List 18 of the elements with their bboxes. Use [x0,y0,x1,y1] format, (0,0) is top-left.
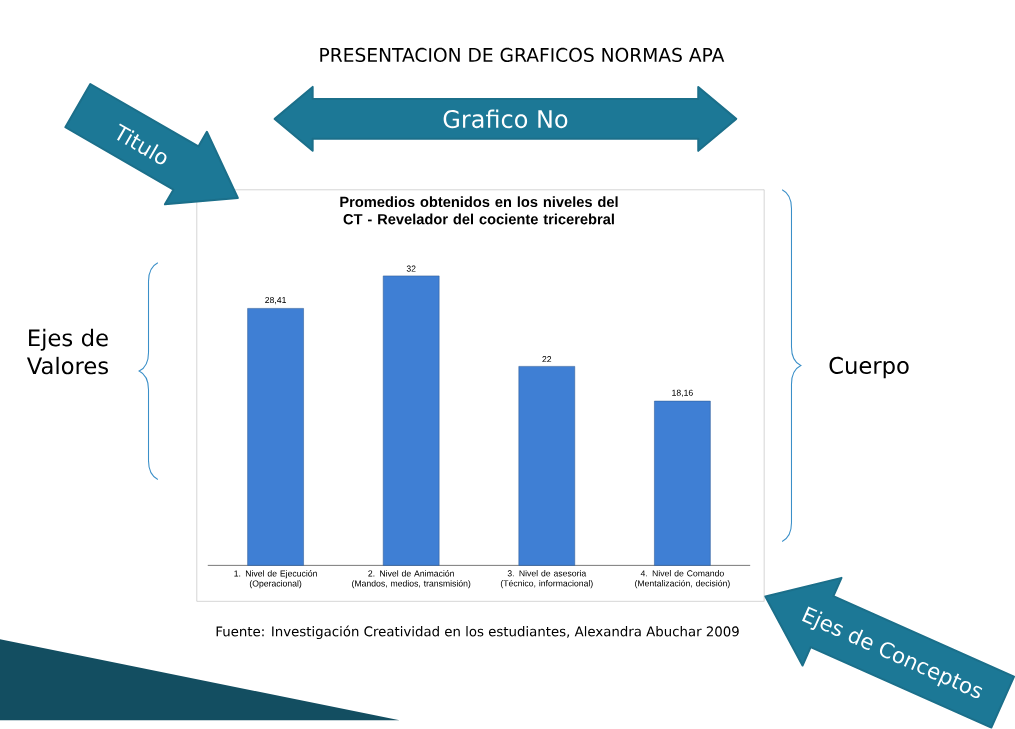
text: Grafico No [443,109,568,129]
data-label: 32 [406,265,416,272]
data-label: 22 [542,356,552,363]
bar [518,366,576,566]
data-label: 28,41 [265,297,286,305]
text: Ejes de Valores [26,329,108,375]
bar [654,400,711,566]
text: Cuerpo [829,356,909,379]
x-tick-label: 4. Nivel de Comando (Mentalización, decisión) [635,570,730,589]
bar [382,275,440,566]
x-tick-label: 1. Nivel de Ejecución (Operacional) [234,570,317,589]
chart-title: Promedios obtenidos en los niveles del CT - Revelador del cociente tricerebral [340,196,618,225]
text: PRESENTACION DE GRAFICOS NORMAS APA [320,48,725,63]
source-note: Fuente: Investigación Creatividad en los estudiantes, Alexandra Abuchar 2009 [216,625,739,640]
data-label: 18,16 [672,389,693,397]
x-tick-label: 3. Nivel de asesoria (Técnico, informacional) [500,570,593,589]
bar [247,308,304,566]
x-tick-label: 2. Nivel de Animación (Mandos, medios, transmisión) [352,570,471,589]
